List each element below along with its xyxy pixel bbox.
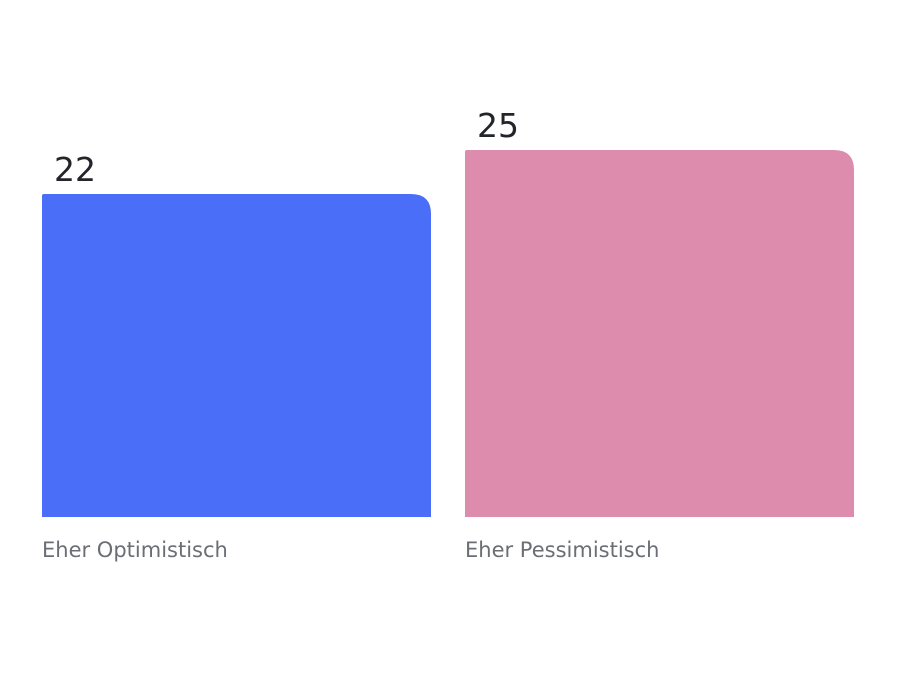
bars-group <box>42 150 854 518</box>
bar-eher-optimistisch <box>42 194 431 518</box>
category-label-eher-pessimistisch: Eher Pessimistisch <box>465 538 659 562</box>
category-labels-group: Eher Optimistisch Eher Pessimistisch <box>42 538 659 562</box>
category-label-eher-optimistisch: Eher Optimistisch <box>42 538 228 562</box>
value-labels-group: 22 25 <box>54 106 519 189</box>
value-label-eher-optimistisch: 22 <box>54 150 96 189</box>
value-label-eher-pessimistisch: 25 <box>477 106 519 145</box>
bar-eher-pessimistisch <box>465 150 854 517</box>
